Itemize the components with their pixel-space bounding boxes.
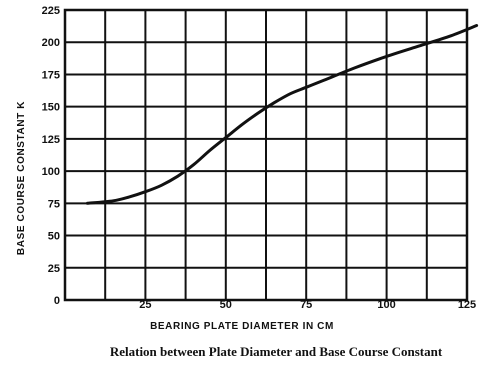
series-line	[86, 24, 479, 205]
y-tick-label: 0	[54, 295, 60, 307]
x-tick-label: 25	[139, 299, 151, 311]
x-tick-label: 125	[458, 299, 476, 311]
y-tick-label: 150	[42, 102, 60, 114]
chart-caption: Relation between Plate Diameter and Base…	[110, 344, 443, 359]
y-tick-labels: 0 25 50 75 100 125 150 175 200 225	[42, 5, 60, 307]
x-tick-label: 75	[300, 299, 312, 311]
x-tick-labels: 25 50 75 100 125	[139, 299, 476, 311]
y-tick-label: 125	[42, 134, 60, 146]
plot-border	[63, 8, 469, 302]
y-tick-label: 200	[42, 37, 60, 49]
y-tick-label: 175	[42, 69, 60, 81]
y-axis-label: BASE COURSE CONSTANT K	[16, 101, 27, 255]
y-tick-label: 100	[42, 166, 60, 178]
data-series	[86, 24, 479, 205]
x-tick-label: 50	[220, 299, 232, 311]
y-tick-label: 25	[48, 263, 60, 275]
grid	[64, 9, 468, 301]
y-tick-label: 75	[48, 198, 60, 210]
y-tick-label: 225	[42, 5, 60, 17]
plot-frame	[63, 8, 469, 302]
y-tick-label: 50	[48, 231, 60, 243]
x-tick-label: 100	[377, 299, 395, 311]
x-axis-label: BEARING PLATE DIAMETER IN CM	[150, 321, 334, 332]
